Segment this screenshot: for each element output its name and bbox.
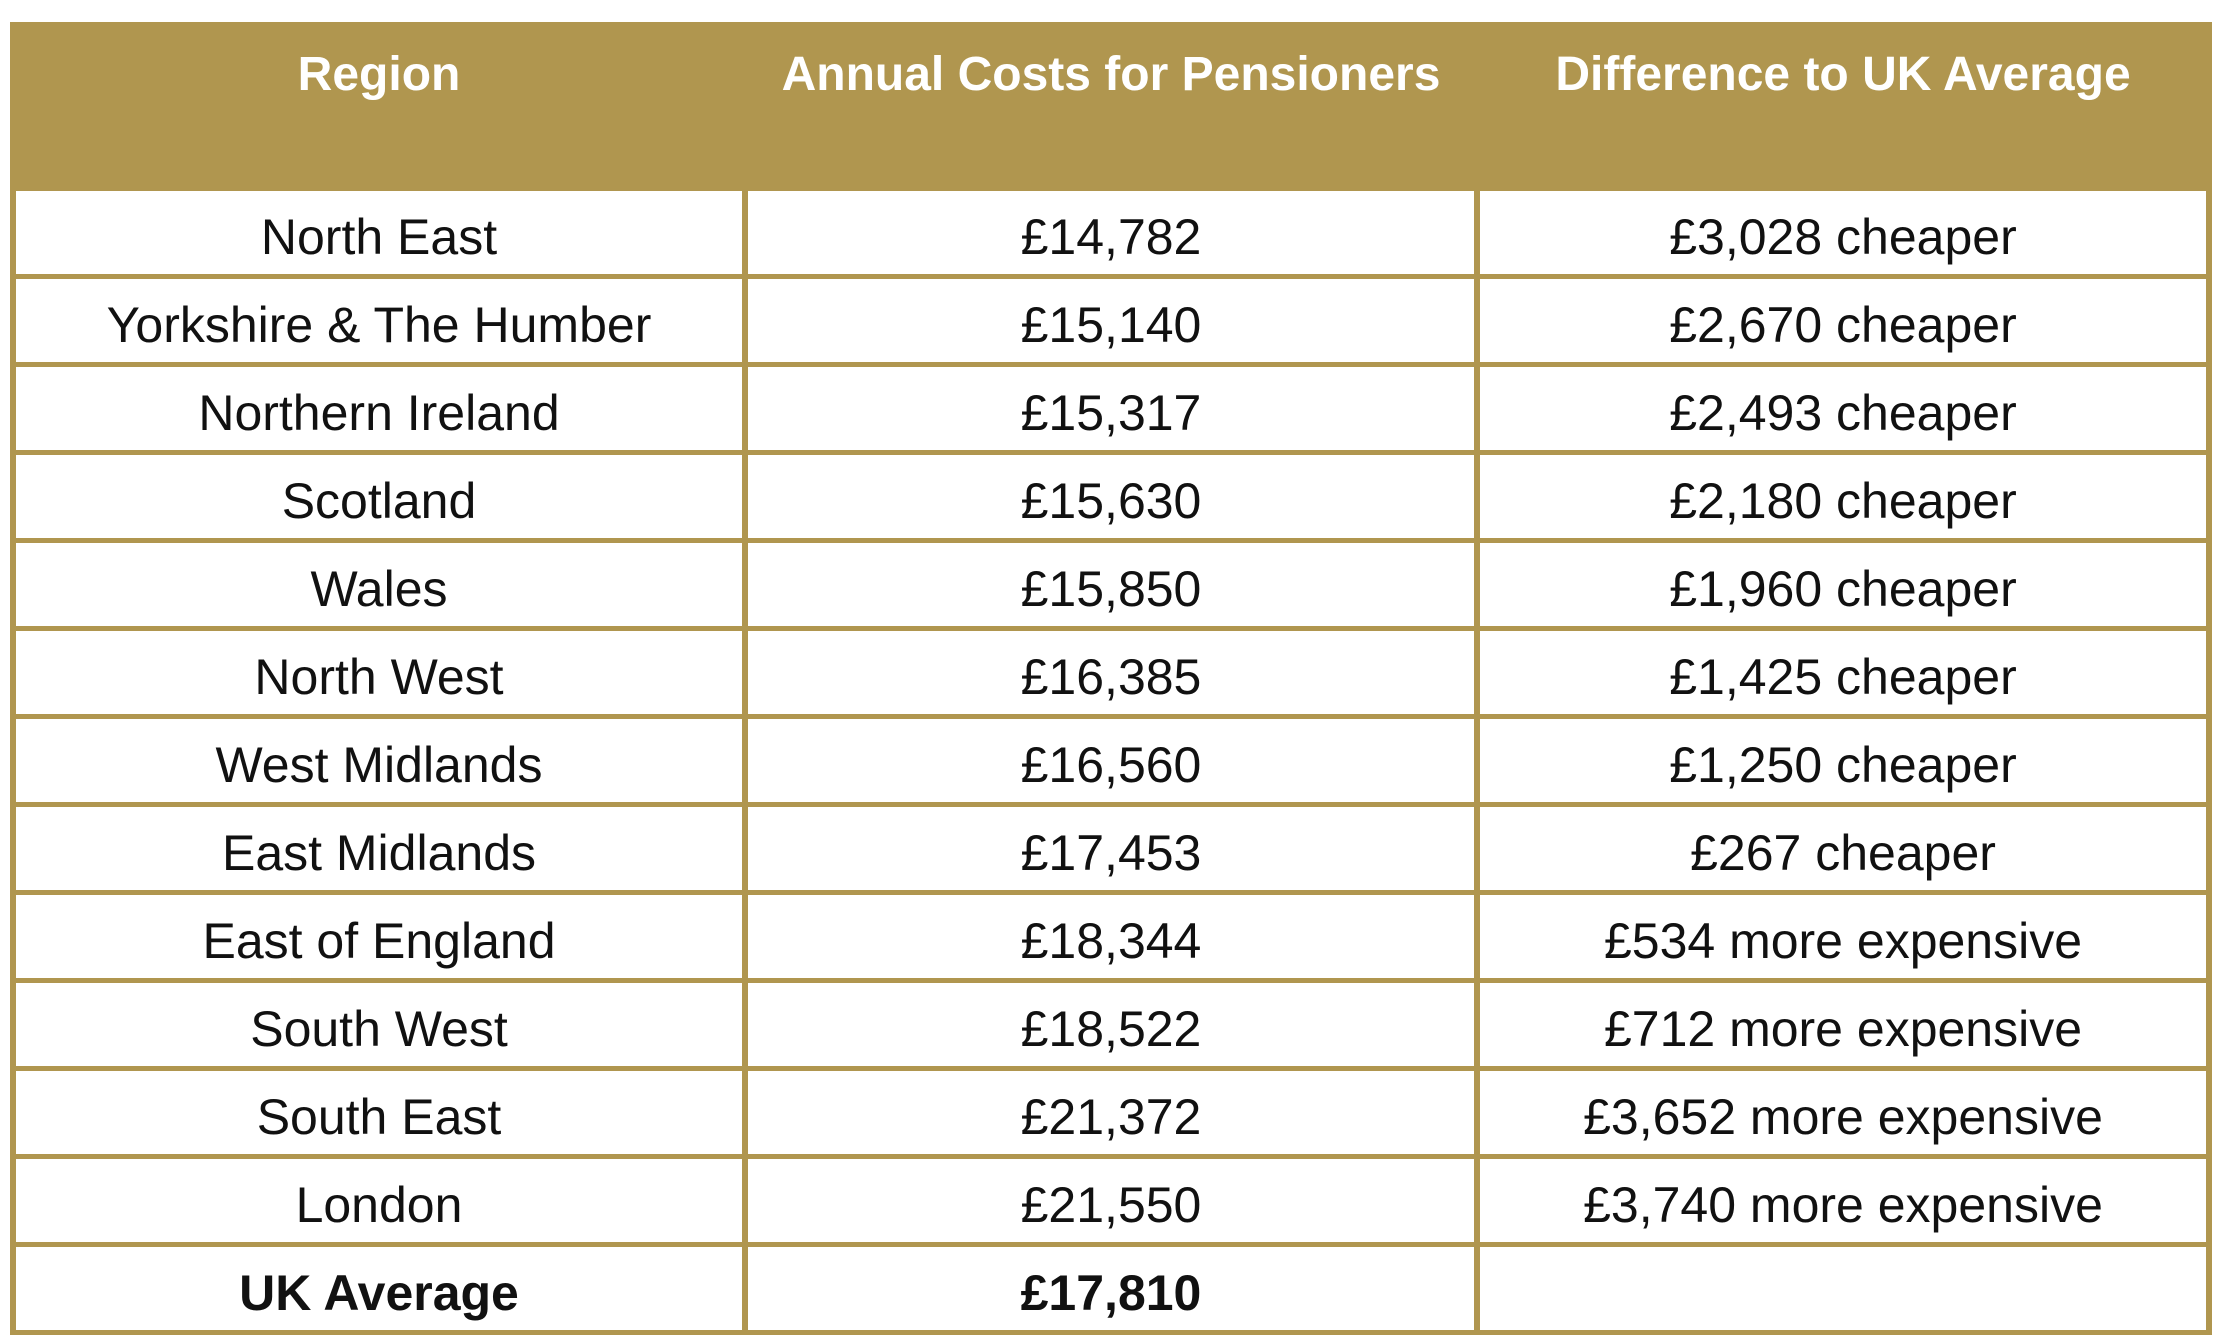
cost-cell: £14,782 <box>748 191 1474 274</box>
region-cell: London <box>16 1159 742 1242</box>
table-row: South West £18,522 £712 more expensive <box>16 983 2206 1066</box>
cost-cell: £15,140 <box>748 279 1474 362</box>
difference-cell: £3,028 cheaper <box>1480 191 2206 274</box>
difference-cell: £2,493 cheaper <box>1480 367 2206 450</box>
difference-cell: £1,960 cheaper <box>1480 543 2206 626</box>
difference-cell: £3,740 more expensive <box>1480 1159 2206 1242</box>
table-row: Yorkshire & The Humber £15,140 £2,670 chea… <box>16 279 2206 362</box>
uk-average-difference <box>1480 1247 2206 1330</box>
difference-cell: £2,670 cheaper <box>1480 279 2206 362</box>
cost-cell: £16,560 <box>748 719 1474 802</box>
table-row: West Midlands £16,560 £1,250 cheaper <box>16 719 2206 802</box>
region-cell: East Midlands <box>16 807 742 890</box>
table-header-row: Region Annual Costs for Pensioners Diffe… <box>16 27 2206 186</box>
uk-average-cost: £17,810 <box>748 1247 1474 1330</box>
pension-costs-table: Region Annual Costs for Pensioners Diffe… <box>10 22 2212 1335</box>
region-cell: North East <box>16 191 742 274</box>
region-cell: Northern Ireland <box>16 367 742 450</box>
cost-cell: £15,630 <box>748 455 1474 538</box>
table-row: North West £16,385 £1,425 cheaper <box>16 631 2206 714</box>
header-annual-costs: Annual Costs for Pensioners <box>781 48 1441 101</box>
pension-costs-table-container: Region Annual Costs for Pensioners Diffe… <box>10 22 2212 1335</box>
table-row: East Midlands £17,453 £267 cheaper <box>16 807 2206 890</box>
difference-cell: £267 cheaper <box>1480 807 2206 890</box>
difference-cell: £534 more expensive <box>1480 895 2206 978</box>
table-row: Northern Ireland £15,317 £2,493 cheaper <box>16 367 2206 450</box>
table-body: North East £14,782 £3,028 cheaper Yorkshire… <box>16 191 2206 1330</box>
cost-cell: £17,453 <box>748 807 1474 890</box>
region-cell: Scotland <box>16 455 742 538</box>
region-cell: East of England <box>16 895 742 978</box>
cost-cell: £15,850 <box>748 543 1474 626</box>
cost-cell: £21,550 <box>748 1159 1474 1242</box>
region-cell: South West <box>16 983 742 1066</box>
region-cell: South East <box>16 1071 742 1154</box>
cost-cell: £18,522 <box>748 983 1474 1066</box>
table-row: South East £21,372 £3,652 more expensive <box>16 1071 2206 1154</box>
uk-average-row: UK Average £17,810 <box>16 1247 2206 1330</box>
difference-cell: £2,180 cheaper <box>1480 455 2206 538</box>
region-cell: Yorkshire & The Humber <box>16 279 742 362</box>
difference-cell: £1,250 cheaper <box>1480 719 2206 802</box>
table-row: London £21,550 £3,740 more expensive <box>16 1159 2206 1242</box>
cost-cell: £15,317 <box>748 367 1474 450</box>
table-row: Scotland £15,630 £2,180 cheaper <box>16 455 2206 538</box>
region-cell: West Midlands <box>16 719 742 802</box>
region-cell: North West <box>16 631 742 714</box>
table-row: East of England £18,344 £534 more expensiv… <box>16 895 2206 978</box>
difference-cell: £1,425 cheaper <box>1480 631 2206 714</box>
difference-cell: £3,652 more expensive <box>1480 1071 2206 1154</box>
cost-cell: £21,372 <box>748 1071 1474 1154</box>
uk-average-label: UK Average <box>16 1247 742 1330</box>
header-difference: Difference to UK Average <box>1555 48 2131 101</box>
cost-cell: £16,385 <box>748 631 1474 714</box>
region-cell: Wales <box>16 543 742 626</box>
table-row: Wales £15,850 £1,960 cheaper <box>16 543 2206 626</box>
difference-cell: £712 more expensive <box>1480 983 2206 1066</box>
cost-cell: £18,344 <box>748 895 1474 978</box>
table-row: North East £14,782 £3,028 cheaper <box>16 191 2206 274</box>
header-region: Region <box>297 48 461 101</box>
